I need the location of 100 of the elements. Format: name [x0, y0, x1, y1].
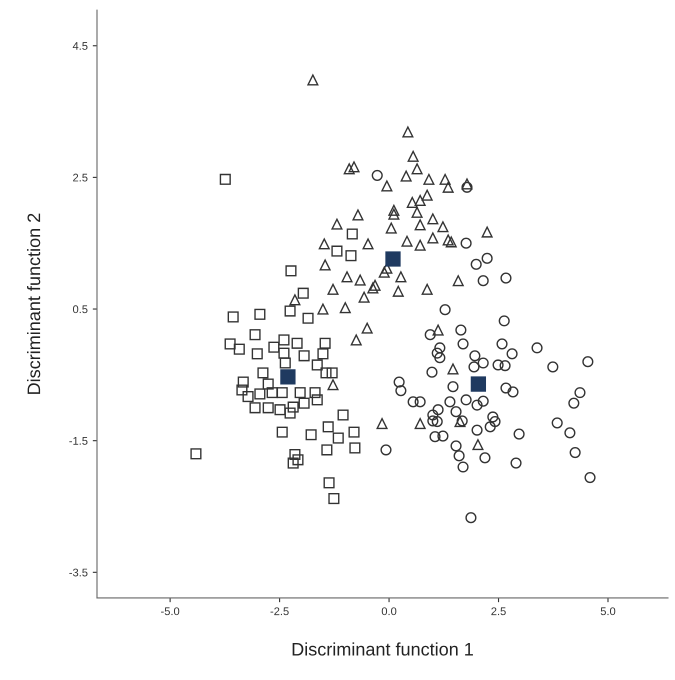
point: [388, 208, 400, 220]
point: [344, 163, 355, 174]
point: [262, 378, 274, 390]
point: [454, 416, 466, 428]
point: [292, 454, 304, 466]
point: [422, 190, 433, 201]
point: [190, 448, 202, 460]
point: [338, 409, 349, 421]
point: [332, 432, 344, 444]
point: [268, 342, 280, 353]
point: [254, 308, 266, 320]
point: [358, 292, 370, 303]
x-tick-label: 0.0: [382, 607, 396, 616]
point: [254, 388, 266, 400]
point: [345, 250, 357, 262]
point: [472, 439, 484, 450]
point: [437, 221, 448, 232]
point: [280, 357, 291, 369]
point: [289, 448, 300, 460]
point: [341, 271, 353, 282]
point: [298, 288, 309, 299]
point: [408, 150, 419, 162]
point: [346, 228, 358, 240]
point: [348, 426, 360, 438]
point: [369, 280, 381, 291]
point: [381, 180, 392, 192]
point: [274, 404, 286, 416]
point: [388, 204, 400, 216]
point: [266, 387, 278, 398]
point: [400, 170, 412, 182]
x-tick-label: -2.5: [270, 607, 289, 616]
point: [482, 226, 493, 238]
point: [470, 376, 486, 392]
point: [292, 338, 303, 349]
point: [317, 348, 328, 360]
point: [257, 367, 269, 378]
point: [262, 402, 274, 414]
point: [442, 182, 454, 193]
point: [321, 444, 332, 456]
point: [354, 274, 366, 286]
point: [294, 387, 306, 398]
point: [446, 236, 457, 248]
point: [326, 367, 338, 378]
point: [320, 338, 331, 349]
point: [288, 458, 299, 469]
point: [327, 379, 339, 390]
point: [414, 219, 426, 230]
point: [442, 234, 454, 246]
point: [312, 359, 323, 371]
point: [331, 218, 343, 230]
point: [252, 348, 263, 360]
point: [376, 418, 388, 430]
point: [414, 240, 426, 251]
point: [331, 246, 343, 257]
point: [406, 196, 418, 208]
point: [427, 213, 438, 224]
point: [328, 493, 340, 504]
point: [278, 348, 290, 359]
point: [280, 369, 296, 384]
y-axis-title: Discriminant function 2: [26, 214, 40, 394]
point: [367, 282, 378, 294]
point: [378, 266, 390, 278]
point: [285, 265, 297, 276]
y-tick-label: -3.5: [69, 568, 88, 576]
point: [307, 74, 318, 86]
point: [452, 275, 464, 286]
point: [276, 387, 288, 398]
point: [414, 194, 426, 206]
y-tick-label: -1.5: [69, 437, 88, 445]
point: [423, 174, 434, 185]
point: [224, 338, 236, 350]
point: [427, 232, 438, 244]
point: [402, 126, 414, 138]
point: [236, 384, 248, 396]
y-tick-label: 4.5: [72, 42, 88, 50]
point: [318, 238, 330, 250]
point: [440, 174, 451, 185]
point: [324, 477, 335, 488]
point: [284, 407, 296, 419]
point: [250, 329, 261, 340]
point: [276, 426, 288, 438]
x-axis-title: Discriminant function 1: [292, 642, 473, 656]
point: [312, 394, 323, 406]
point: [238, 376, 249, 388]
point: [250, 402, 261, 414]
point: [320, 367, 332, 378]
point: [302, 312, 314, 324]
point: [395, 271, 406, 282]
point: [362, 322, 373, 334]
point: [414, 418, 426, 430]
point: [412, 163, 423, 174]
point: [385, 251, 401, 267]
point: [401, 236, 413, 247]
point: [284, 305, 296, 317]
point: [278, 334, 290, 346]
point: [310, 387, 321, 398]
point: [220, 174, 231, 185]
point: [362, 238, 374, 250]
point: [317, 303, 328, 315]
point: [349, 442, 360, 454]
